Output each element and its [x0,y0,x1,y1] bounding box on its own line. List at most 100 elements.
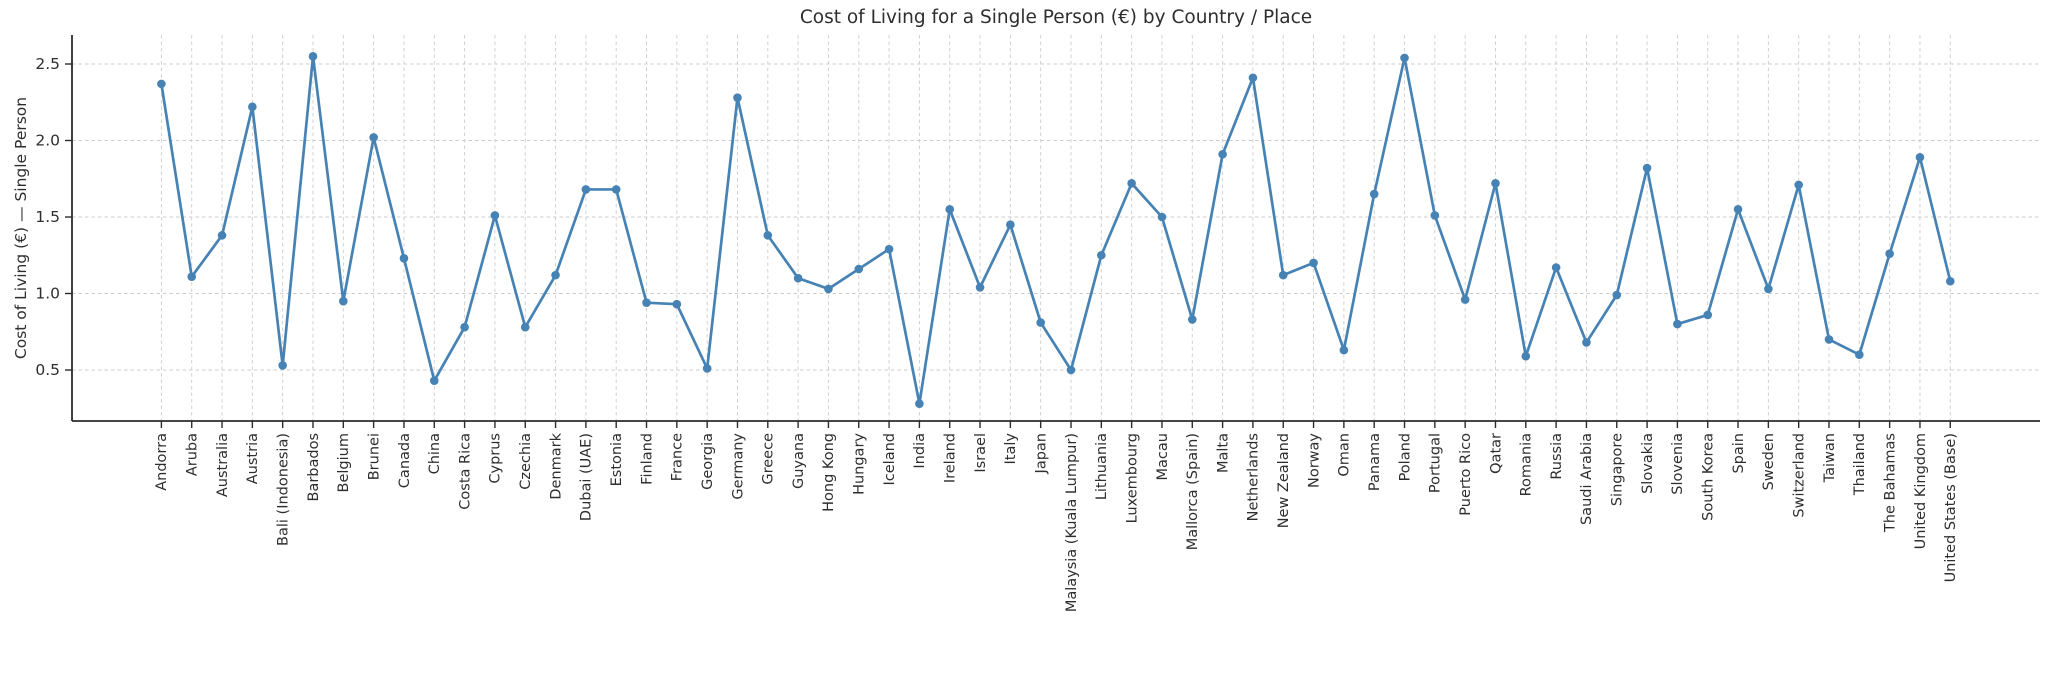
x-tick-label: Malaysia (Kuala Lumpur) [1064,433,1080,612]
data-point [1187,315,1197,324]
data-point [581,185,591,194]
data-point [1400,53,1409,63]
data-point [642,298,651,307]
x-tick-label: Austria [245,433,261,484]
data-line [160,54,1952,406]
x-tick-label: South Korea [1701,433,1717,521]
x-tick-label: Mallorca (Spain) [1185,433,1201,550]
y-tick-label: 1.5 [35,208,60,226]
x-tick-label: Finland [639,433,655,485]
data-point [1521,351,1531,361]
y-tick-label: 1.0 [35,285,60,303]
x-tick-label: Italy [1003,433,1019,465]
x-tick-label: Israel [973,433,989,473]
data-point [763,231,773,240]
data-point [1945,276,1955,286]
x-tick-label: Switzerland [1791,433,1807,518]
x-tick-label: Puerto Rico [1458,433,1474,516]
x-tick-label: Macau [1155,433,1171,480]
x-tick-label: India [912,433,928,469]
data-point [187,272,197,281]
x-tick-label: Dubai (UAE) [579,433,595,521]
data-point [551,270,560,280]
x-tick-label: Bali (Indonesia) [275,433,291,546]
data-point [1309,258,1318,268]
data-point [975,283,985,292]
x-tick-label: Denmark [548,432,564,499]
data-point [217,231,227,240]
data-point [490,211,500,220]
data-point [1430,211,1440,220]
y-tick-label: 2.0 [35,132,60,150]
x-tick-label: Canada [397,433,413,488]
x-tick-label: Russia [1549,433,1565,480]
x-tick-label: Germany [730,433,746,500]
x-tick-label: Netherlands [1246,433,1262,521]
x-tick-label: Cyprus [488,433,504,484]
x-tick-label: Guyana [791,433,807,489]
data-point [945,205,955,214]
data-point [1855,350,1864,360]
data-point [1339,345,1349,355]
data-point [1673,319,1682,329]
data-point [1582,338,1591,347]
x-tick-label: Georgia [700,433,716,490]
data-point [1824,335,1834,344]
x-tick-label: Saudi Arabia [1579,433,1595,525]
chart-title: Cost of Living for a Single Person (€) b… [799,7,1313,28]
x-tick-label: Costa Rica [457,433,473,510]
x-tick-label: Slovenia [1670,433,1686,495]
x-tick-label: Sweden [1761,433,1777,490]
x-tick-label: Belgium [336,433,352,492]
x-tick-label: Thailand [1852,433,1868,496]
data-point [1097,250,1106,260]
data-point [1460,295,1470,304]
x-tick-label: Lithuania [1094,433,1110,500]
data-point [520,322,530,332]
x-tick-label: The Bahamas [1882,433,1898,533]
x-tick-label: France [670,433,686,481]
x-tick-label: Qatar [1488,433,1504,474]
data-point [824,284,833,294]
x-tick-label: Slovakia [1640,433,1656,494]
y-tick-label: 0.5 [35,361,60,379]
data-point [1733,205,1743,214]
data-point [248,102,257,112]
data-point [672,299,682,309]
data-point [1066,365,1076,375]
x-tick-label: Aruba [185,433,201,476]
data-point [702,364,712,373]
data-point [1157,212,1167,222]
data-point [460,322,469,332]
x-tick-label: Czechia [518,433,534,490]
data-point [1006,220,1015,229]
x-tick-label: Luxembourg [1124,433,1140,523]
x-tick-label: New Zealand [1276,433,1292,528]
x-tick-label: Malta [1215,433,1231,473]
data-point [793,273,803,283]
x-tick-label: Andorra [154,433,170,491]
data-point [1794,180,1803,190]
x-tick-label: United States (Base) [1943,433,1959,582]
x-tick-label: Panama [1367,433,1383,491]
x-tick-label: Japan [1033,433,1049,474]
data-point [399,254,409,263]
data-point [369,133,378,142]
x-tick-label: Romania [1519,433,1535,496]
data-point [1218,149,1227,159]
data-point [1764,284,1773,294]
x-tick-label: Ireland [943,433,959,483]
data-point [278,361,287,370]
data-point [1127,179,1136,188]
x-tick-label: Brunei [366,433,382,480]
x-tick-label: Oman [1337,433,1353,477]
x-tick-label: United Kingdom [1913,433,1929,549]
x-tick-label: Barbados [306,433,322,502]
data-point [733,93,742,102]
y-tick-label: 2.5 [35,55,60,73]
data-point [1612,290,1622,300]
data-point [157,79,166,89]
data-point [915,399,924,408]
